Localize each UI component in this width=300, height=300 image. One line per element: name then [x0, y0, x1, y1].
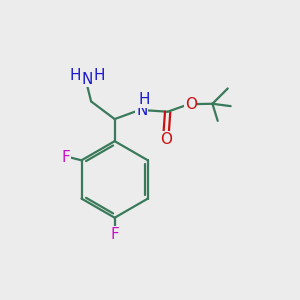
Text: F: F	[110, 227, 119, 242]
Text: O: O	[184, 97, 196, 112]
Text: O: O	[160, 132, 172, 147]
Text: H: H	[70, 68, 81, 83]
Text: N: N	[82, 71, 93, 86]
Text: N: N	[136, 103, 147, 118]
Text: F: F	[61, 150, 70, 165]
Text: H: H	[93, 68, 105, 83]
Text: H: H	[138, 92, 150, 107]
